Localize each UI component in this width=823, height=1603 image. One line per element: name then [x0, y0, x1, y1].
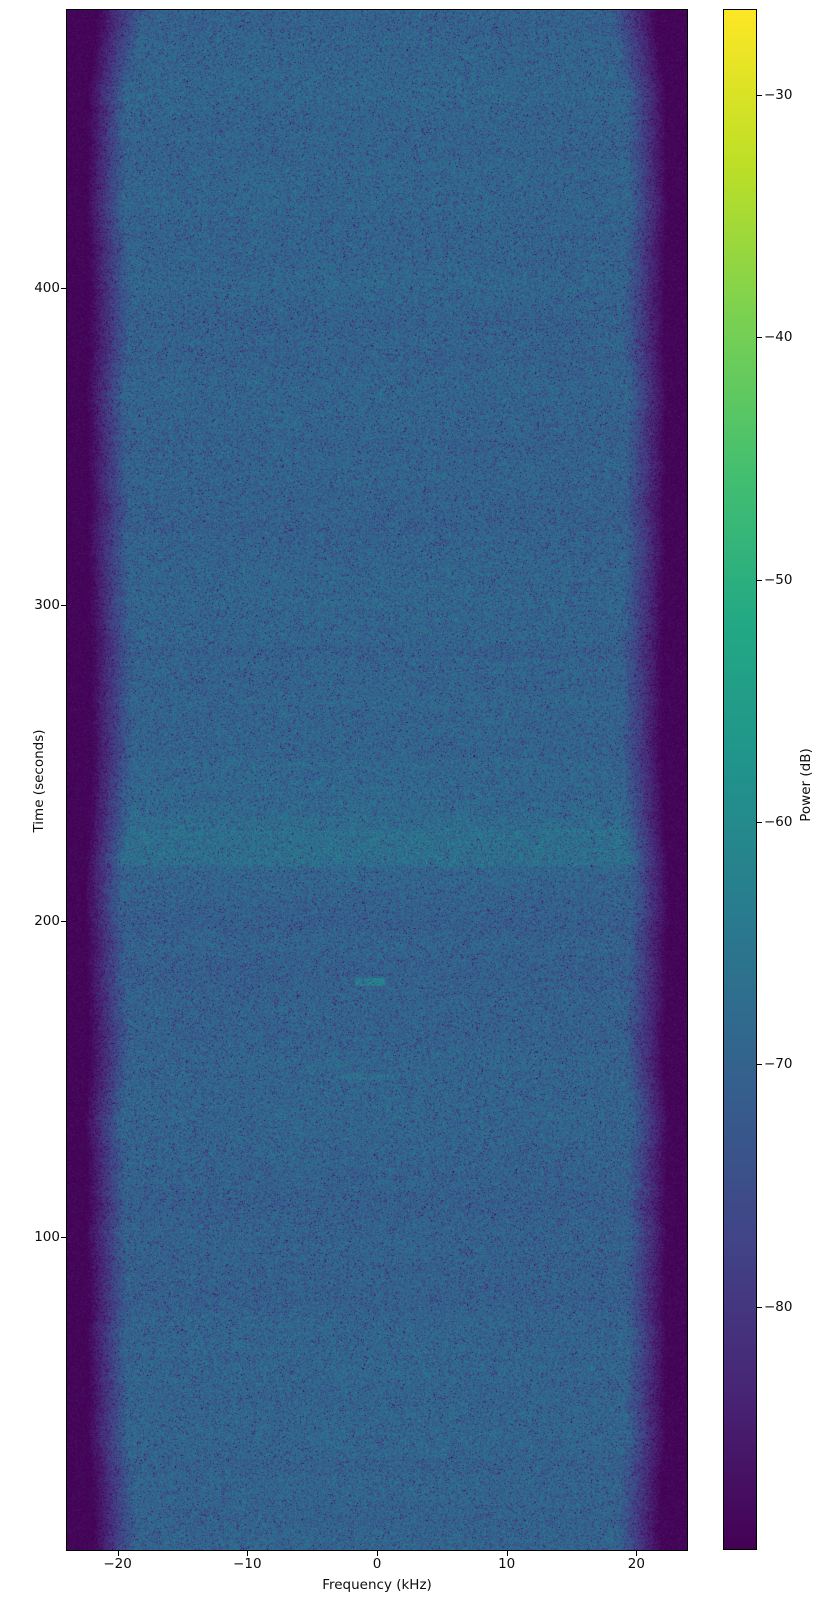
x-tick	[636, 1551, 638, 1556]
colorbar-tick	[757, 1306, 762, 1308]
x-tick	[117, 1551, 119, 1556]
x-tick-label: −20	[103, 1556, 132, 1572]
colorbar-tick	[757, 337, 762, 339]
colorbar-label: Power (dB)	[798, 748, 814, 822]
y-tick-label: 100	[34, 1228, 60, 1245]
colorbar	[723, 9, 757, 1550]
x-tick	[506, 1551, 508, 1556]
y-tick	[61, 288, 66, 290]
y-tick-label: 300	[34, 596, 60, 613]
x-axis-label: Frequency (kHz)	[322, 1577, 432, 1593]
x-tick-label: −10	[233, 1556, 262, 1572]
plot-area	[66, 9, 688, 1551]
x-tick	[377, 1551, 378, 1556]
colorbar-tick	[757, 821, 762, 823]
y-tick	[61, 604, 66, 606]
y-axis-label: Time (seconds)	[31, 729, 47, 833]
colorbar-tick-label: −50	[764, 571, 793, 588]
colorbar-tick-label: −60	[764, 813, 793, 830]
y-tick	[61, 920, 66, 922]
x-tick-label: 20	[627, 1556, 645, 1572]
colorbar-tick-label: −40	[764, 329, 793, 346]
colorbar-tick-label: −80	[764, 1298, 793, 1315]
colorbar-tick-label: −70	[764, 1056, 793, 1073]
x-tick-label: 10	[498, 1556, 516, 1572]
colorbar-tick	[757, 579, 762, 581]
colorbar-tick-label: −30	[764, 86, 793, 103]
colorbar-tick	[757, 94, 762, 96]
x-tick	[247, 1551, 249, 1556]
y-tick-label: 400	[34, 280, 60, 297]
y-tick-label: 200	[34, 912, 60, 929]
spectrogram-image	[67, 10, 687, 1550]
colorbar-tick	[757, 1064, 762, 1066]
y-tick	[61, 1236, 66, 1238]
x-tick-label: 0	[372, 1556, 382, 1572]
